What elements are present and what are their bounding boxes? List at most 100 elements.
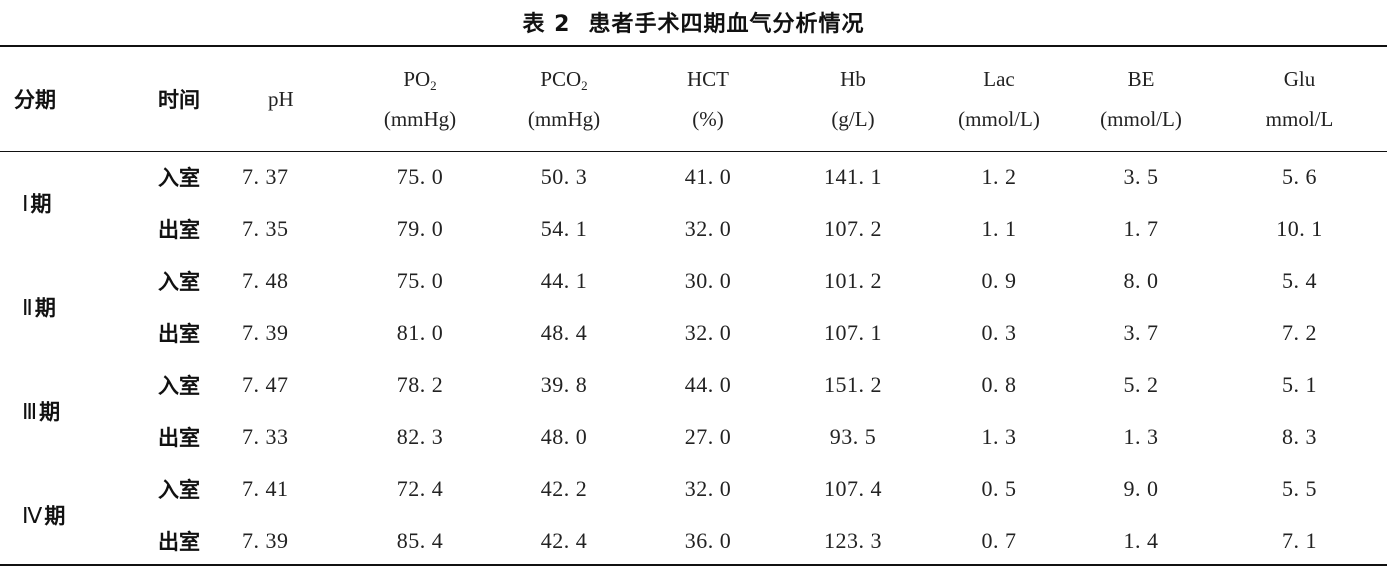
- ph-cell: 7. 39: [242, 320, 289, 345]
- po2-cell: 72. 4: [396, 476, 444, 501]
- po2-cell: 75. 0: [396, 164, 444, 189]
- hct-cell: 32. 0: [684, 476, 732, 501]
- stage-roman: Ⅲ: [22, 399, 38, 424]
- be-cell: 3. 5: [1123, 164, 1159, 189]
- hct-cell: 27. 0: [684, 424, 732, 449]
- stage-label: 期: [39, 400, 61, 424]
- ph-cell: 7. 48: [242, 268, 289, 293]
- hct-cell: 32. 0: [684, 216, 732, 241]
- hb-cell: 107. 1: [824, 320, 882, 345]
- col-header-pco2: PCO2 (mmHg): [527, 67, 601, 131]
- table-title: 患者手术四期血气分析情况: [588, 12, 865, 37]
- time-cell: 出室: [158, 426, 200, 450]
- be-cell: 3. 7: [1123, 320, 1159, 345]
- glu-cell: 10. 1: [1276, 216, 1323, 241]
- header-row: 分期 时间 pH PO2 (mmHg) PCO2 (mmHg) HCT (%) …: [0, 47, 1387, 151]
- hct-cell: 36. 0: [684, 528, 732, 553]
- hb-cell: 151. 2: [824, 372, 882, 397]
- ph-cell: 7. 39: [242, 528, 289, 553]
- glu-cell: 5. 6: [1282, 164, 1317, 189]
- hct-cell: 41. 0: [684, 164, 732, 189]
- table-row: 出室 7. 35 79. 0 54. 1 32. 0 107. 2 1. 1 1. 7 10. …: [0, 203, 1387, 255]
- stage-label: 期: [30, 192, 52, 216]
- time-cell: 出室: [158, 530, 200, 554]
- pco2-cell: 48. 4: [540, 320, 588, 345]
- stage-cell: Ⅱ期: [0, 255, 128, 359]
- stage-label: 期: [44, 504, 66, 528]
- pco2-cell: 39. 8: [540, 372, 588, 397]
- col-header-hct: HCT (%): [687, 67, 729, 131]
- be-cell: 5. 2: [1123, 372, 1159, 397]
- be-cell: 9. 0: [1123, 476, 1159, 501]
- time-cell: 入室: [158, 374, 200, 398]
- glu-cell: 7. 1: [1282, 528, 1317, 553]
- col-header-lac: Lac (mmol/L): [958, 67, 1040, 131]
- pco2-cell: 54. 1: [540, 216, 588, 241]
- table-row: 出室 7. 39 81. 0 48. 4 32. 0 107. 1 0. 3 3. 7 7. 2: [0, 307, 1387, 359]
- be-cell: 1. 3: [1123, 424, 1159, 449]
- pco2-cell: 50. 3: [540, 164, 588, 189]
- stage-roman: Ⅰ: [22, 191, 29, 216]
- glu-cell: 5. 4: [1282, 268, 1317, 293]
- table-row: Ⅰ期 入室 7. 37 75. 0 50. 3 41. 0 141. 1 1. 2 3. 5 5.…: [0, 151, 1387, 216]
- col-header-po2: PO2 (mmHg): [383, 67, 457, 131]
- hb-cell: 107. 2: [824, 216, 882, 241]
- time-cell: 入室: [158, 478, 200, 502]
- lac-cell: 1. 1: [981, 216, 1017, 241]
- be-cell: 1. 4: [1123, 528, 1159, 553]
- glu-cell: 5. 5: [1282, 476, 1317, 501]
- col-header-hb: Hb (g/L): [831, 67, 875, 131]
- stage-cell: Ⅰ期: [0, 151, 128, 255]
- header-rule: [0, 151, 1387, 152]
- time-cell: 入室: [158, 166, 200, 190]
- ph-cell: 7. 35: [242, 216, 289, 241]
- lac-cell: 1. 2: [981, 164, 1017, 189]
- stage-label: 期: [34, 296, 56, 320]
- glu-cell: 7. 2: [1282, 320, 1317, 345]
- col-header-stage: 分期: [14, 88, 56, 112]
- pco2-cell: 48. 0: [540, 424, 588, 449]
- hct-cell: 30. 0: [684, 268, 732, 293]
- time-cell: 出室: [158, 322, 200, 346]
- col-header-be: BE (mmol/L): [1100, 67, 1182, 131]
- po2-cell: 75. 0: [396, 268, 444, 293]
- po2-cell: 82. 3: [396, 424, 444, 449]
- table-row: Ⅳ期 入室 7. 41 72. 4 42. 2 32. 0 107. 4 0. 5 9. 0 5.…: [0, 463, 1387, 528]
- pco2-cell: 42. 4: [540, 528, 588, 553]
- hct-cell: 44. 0: [684, 372, 732, 397]
- stage-cell: Ⅲ期: [0, 359, 128, 463]
- hb-cell: 141. 1: [824, 164, 882, 189]
- table-row: Ⅱ期 入室 7. 48 75. 0 44. 1 30. 0 101. 2 0. 9 8. 0 5.…: [0, 255, 1387, 320]
- pco2-cell: 42. 2: [540, 476, 588, 501]
- lac-cell: 1. 3: [981, 424, 1017, 449]
- col-header-glu: Glu mmol/L: [1265, 67, 1334, 131]
- hb-cell: 101. 2: [824, 268, 882, 293]
- hb-cell: 123. 3: [824, 528, 882, 553]
- lac-cell: 0. 8: [981, 372, 1017, 397]
- table-row: 出室 7. 33 82. 3 48. 0 27. 0 93. 5 1. 3 1. 3 8. 3: [0, 411, 1387, 463]
- po2-cell: 79. 0: [396, 216, 444, 241]
- po2-cell: 78. 2: [396, 372, 444, 397]
- stage-roman: Ⅱ: [22, 295, 33, 320]
- table-row: Ⅲ期 入室 7. 47 78. 2 39. 8 44. 0 151. 2 0. 8 5. 2 5.…: [0, 359, 1387, 424]
- ph-cell: 7. 41: [242, 476, 289, 501]
- table-number: 表 2: [522, 12, 571, 37]
- lac-cell: 0. 7: [981, 528, 1017, 553]
- be-cell: 8. 0: [1123, 268, 1159, 293]
- hct-cell: 32. 0: [684, 320, 732, 345]
- hb-cell: 107. 4: [824, 476, 882, 501]
- blood-gas-table: 分期 时间 pH PO2 (mmHg) PCO2 (mmHg) HCT (%) …: [0, 47, 1387, 567]
- be-cell: 1. 7: [1123, 216, 1159, 241]
- col-header-ph: pH: [268, 87, 294, 111]
- hb-cell: 93. 5: [829, 424, 877, 449]
- po2-cell: 85. 4: [396, 528, 444, 553]
- pco2-cell: 44. 1: [540, 268, 588, 293]
- col-header-time: 时间: [158, 88, 200, 112]
- po2-cell: 81. 0: [396, 320, 444, 345]
- glu-cell: 8. 3: [1282, 424, 1317, 449]
- stage-roman: Ⅳ: [22, 503, 43, 528]
- ph-cell: 7. 47: [242, 372, 289, 397]
- table-caption: 表 2 患者手术四期血气分析情况: [0, 6, 1387, 38]
- table-row: 出室 7. 39 85. 4 42. 4 36. 0 123. 3 0. 7 1. 4 7. 1: [0, 515, 1387, 567]
